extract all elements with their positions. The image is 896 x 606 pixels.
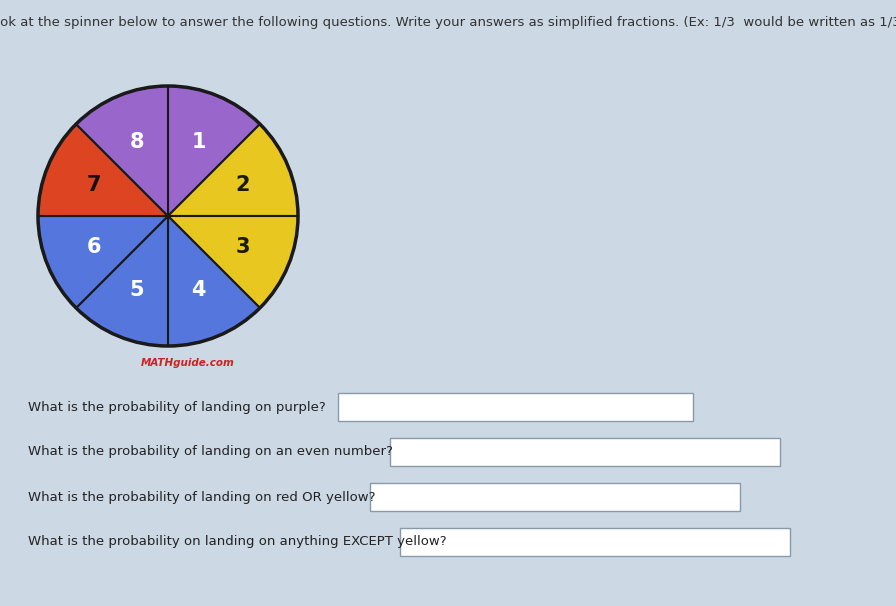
Text: 1: 1 [192, 132, 206, 152]
Text: 3: 3 [236, 237, 250, 257]
Wedge shape [76, 86, 168, 216]
Text: What is the probability of landing on purple?: What is the probability of landing on pu… [28, 401, 326, 413]
FancyBboxPatch shape [370, 483, 740, 511]
FancyBboxPatch shape [390, 438, 780, 466]
Wedge shape [168, 216, 260, 346]
Wedge shape [38, 216, 168, 308]
Wedge shape [38, 124, 168, 216]
FancyBboxPatch shape [400, 528, 790, 556]
FancyBboxPatch shape [338, 393, 693, 421]
Text: 2: 2 [236, 175, 250, 195]
Text: 4: 4 [192, 281, 206, 301]
Text: 6: 6 [86, 237, 100, 257]
Text: 8: 8 [130, 132, 144, 152]
Text: What is the probability of landing on an even number?: What is the probability of landing on an… [28, 445, 392, 459]
Text: 7: 7 [86, 175, 100, 195]
Text: What is the probability of landing on red OR yellow?: What is the probability of landing on re… [28, 490, 375, 504]
Text: Look at the spinner below to answer the following questions. Write your answers : Look at the spinner below to answer the … [0, 16, 896, 29]
Text: What is the probability on landing on anything EXCEPT yellow?: What is the probability on landing on an… [28, 536, 446, 548]
Text: 5: 5 [130, 281, 144, 301]
Wedge shape [168, 86, 260, 216]
Wedge shape [168, 216, 298, 308]
Text: MATHguide.com: MATHguide.com [142, 358, 235, 368]
Wedge shape [168, 124, 298, 216]
Wedge shape [76, 216, 168, 346]
